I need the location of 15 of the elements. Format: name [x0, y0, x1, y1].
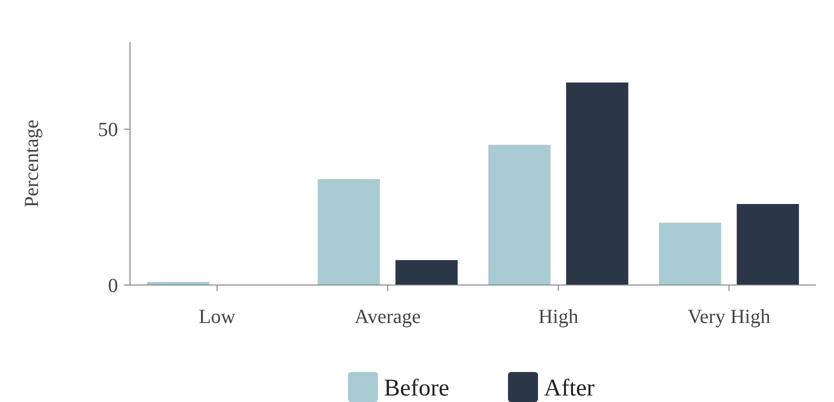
x-tick-label: Very High — [688, 306, 770, 328]
x-tick-label: Average — [354, 306, 421, 328]
y-axis-title: Percentage — [21, 120, 43, 208]
y-tick-label: 0 — [108, 275, 118, 297]
bar — [659, 222, 722, 285]
legend-label: Before — [384, 375, 450, 402]
y-tick-label: 50 — [98, 119, 118, 142]
x-tick-label: Low — [198, 306, 236, 328]
bar — [566, 82, 628, 285]
bar — [736, 204, 799, 285]
bar — [488, 144, 551, 285]
x-tick-label: High — [538, 306, 578, 328]
legend-label: After — [544, 375, 595, 402]
bar — [395, 260, 458, 285]
bar — [318, 179, 380, 285]
